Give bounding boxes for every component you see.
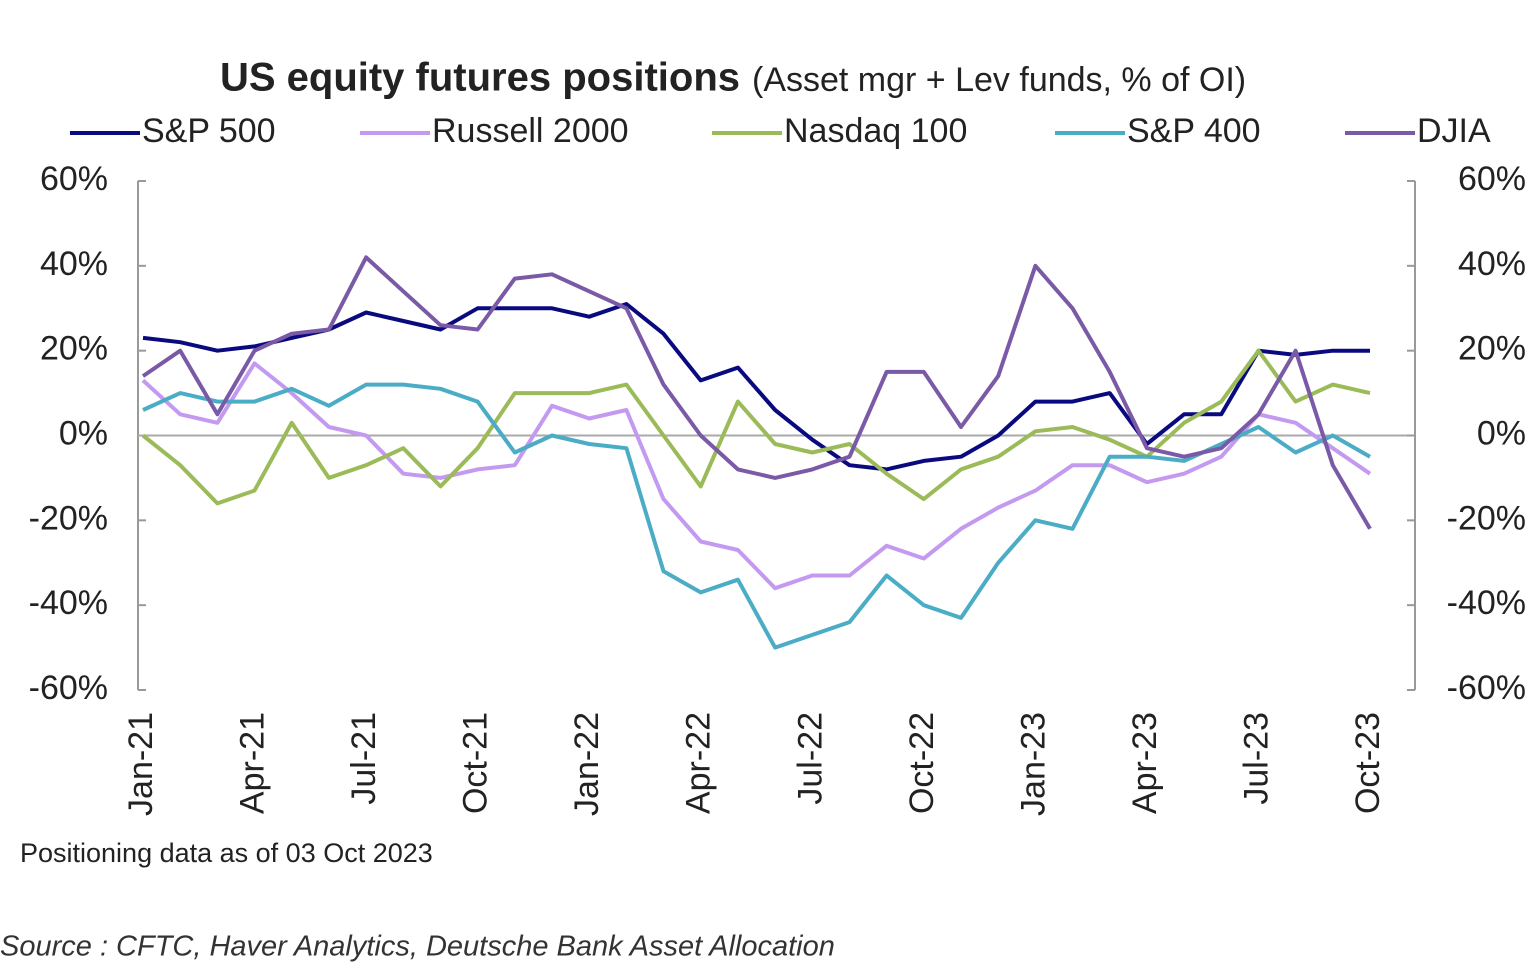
- x-tick-label: Jan-23: [1014, 712, 1052, 816]
- source: Source : CFTC, Haver Analytics, Deutsche…: [0, 931, 835, 963]
- y2-tick-label: -60%: [1447, 669, 1526, 707]
- y2-tick-label: 40%: [1458, 245, 1526, 283]
- y-tick-label: 20%: [40, 330, 108, 368]
- legend-label: Nasdaq 100: [784, 112, 967, 150]
- x-tick-label: Jul-23: [1237, 712, 1275, 805]
- x-tick-label: Oct-23: [1349, 712, 1387, 814]
- chart-subtitle: (Asset mgr + Lev funds, % of OI): [752, 61, 1246, 99]
- legend-label: S&P 400: [1127, 112, 1261, 150]
- series-line: [142, 302, 1370, 472]
- y2-tick-label: 20%: [1458, 330, 1526, 368]
- legend-label: S&P 500: [142, 112, 276, 150]
- x-tick-label: Apr-21: [234, 712, 272, 814]
- legend-label: DJIA: [1417, 112, 1491, 150]
- y2-tick-label: 0%: [1477, 414, 1526, 452]
- y-tick-label: 40%: [40, 245, 108, 283]
- y-tick-label: -60%: [29, 669, 108, 707]
- x-tick-label: Jan-21: [122, 712, 160, 816]
- series-line: [141, 255, 1372, 530]
- y-tick-label: 60%: [40, 160, 108, 198]
- x-tick-label: Oct-21: [457, 712, 495, 814]
- series-line: [141, 348, 1371, 506]
- y2-tick-label: -40%: [1447, 584, 1526, 622]
- y2-tick-label: 60%: [1458, 160, 1526, 198]
- y-tick-label: 0%: [59, 414, 108, 452]
- x-tick-label: Jan-22: [568, 712, 606, 816]
- x-tick-label: Oct-22: [903, 712, 941, 814]
- x-tick-label: Apr-23: [1126, 712, 1164, 814]
- y2-tick-label: -20%: [1447, 499, 1526, 537]
- y-tick-label: -40%: [29, 584, 108, 622]
- chart-title: US equity futures positions: [220, 56, 740, 100]
- x-tick-label: Apr-22: [680, 712, 718, 814]
- y-tick-label: -20%: [29, 499, 108, 537]
- x-tick-label: Jul-21: [345, 712, 383, 805]
- note: Positioning data as of 03 Oct 2023: [20, 838, 433, 868]
- series-line: [141, 361, 1372, 591]
- legend-label: Russell 2000: [432, 112, 629, 150]
- x-tick-label: Jul-22: [791, 712, 829, 805]
- series-line: [142, 382, 1371, 650]
